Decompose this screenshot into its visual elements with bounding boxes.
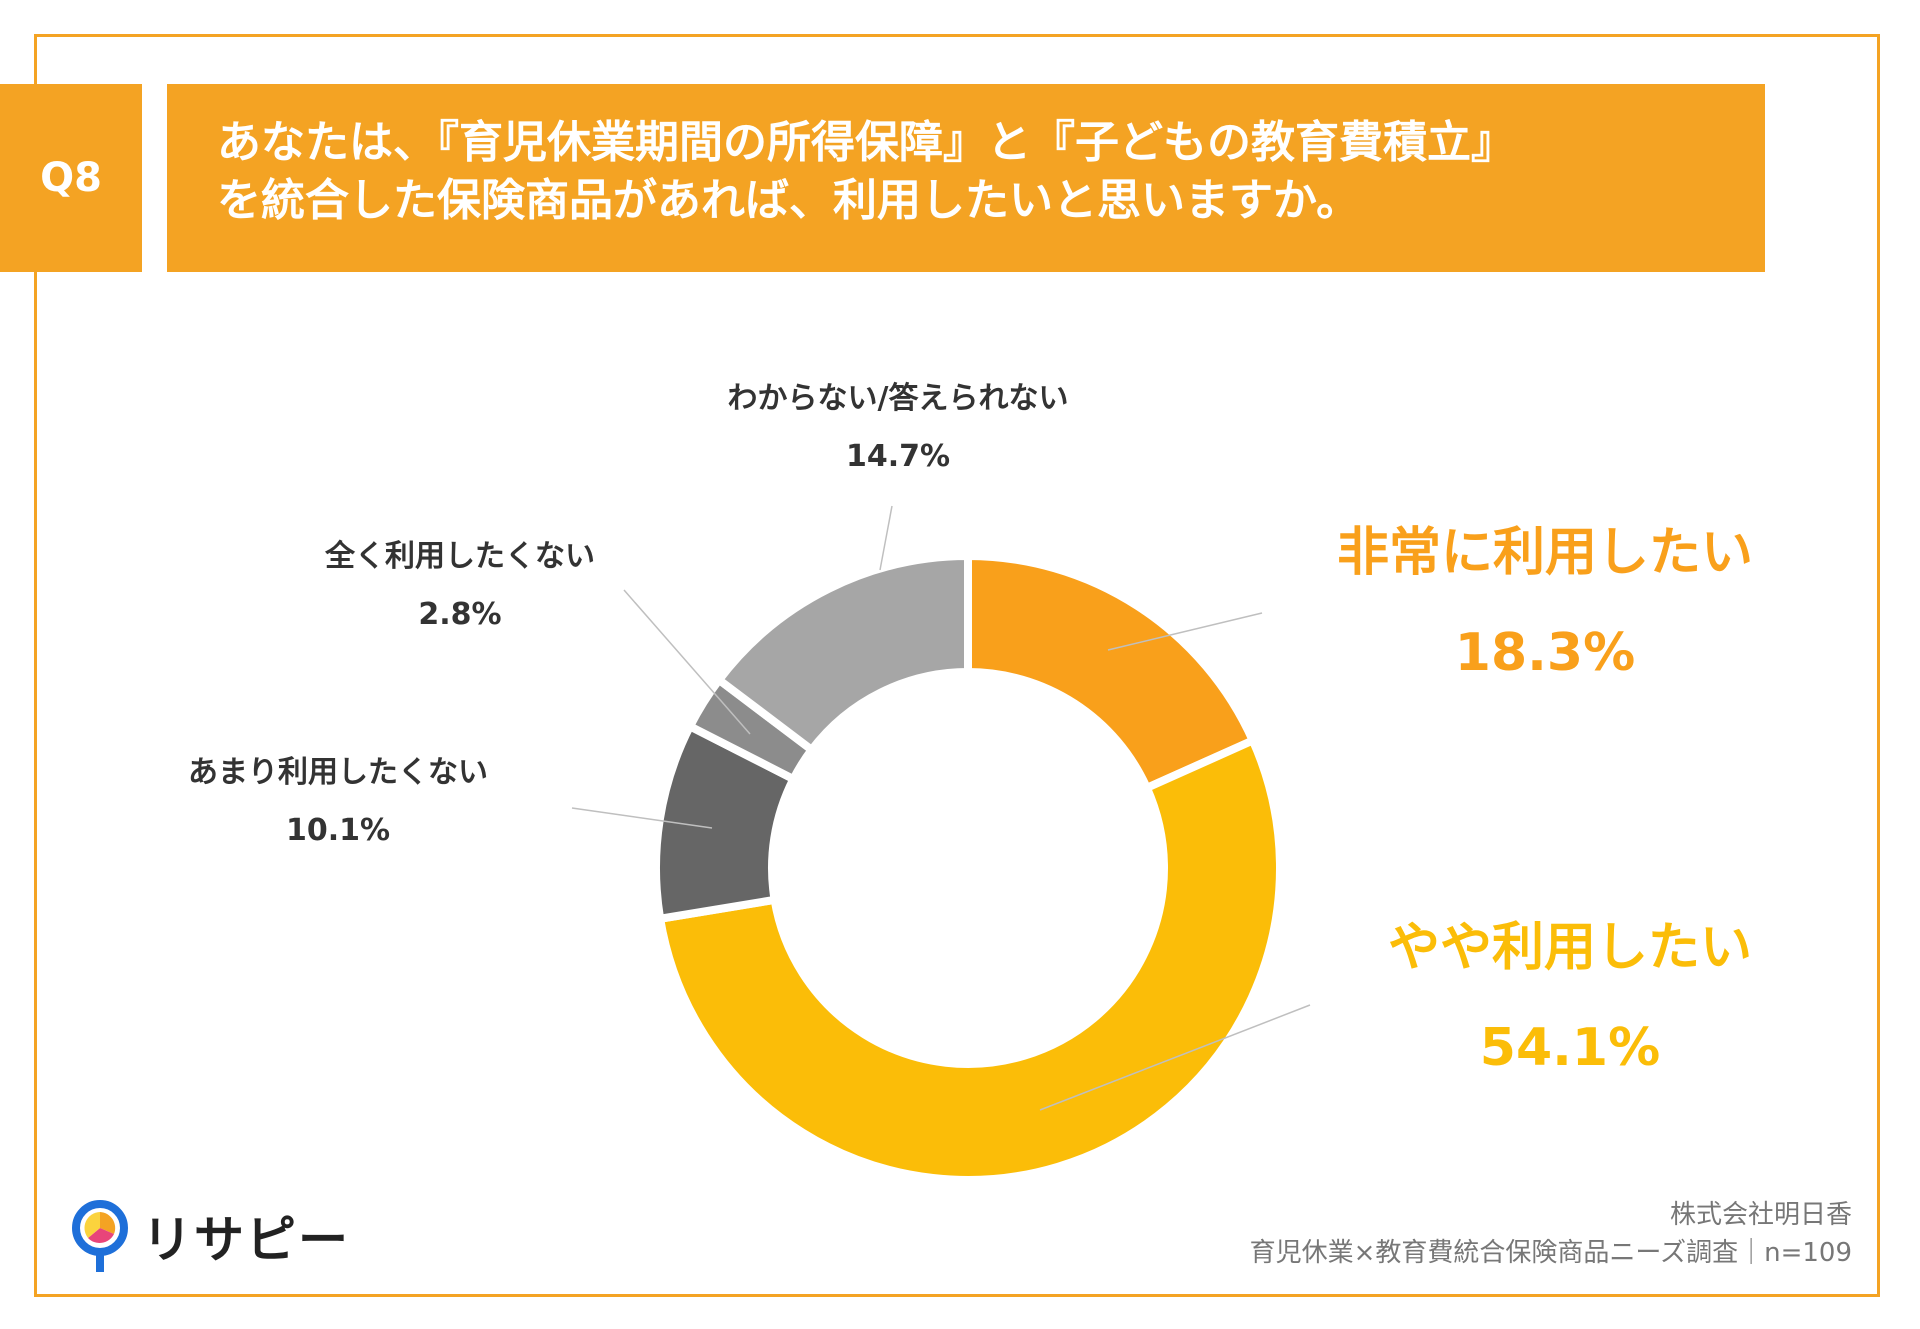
slice-2 <box>655 735 1284 1184</box>
source-survey: 育児休業×教育費統合保険商品ニーズ調査｜n=109 <box>1249 1238 1852 1268</box>
slice-5 <box>713 551 972 756</box>
leader-line-2 <box>1039 1004 1311 1111</box>
title-line-2: を統合した保険商品があれば、利用したいと思いますか。 <box>217 175 1361 226</box>
slice-value-1: 18.3% <box>1455 623 1635 683</box>
slice-value-2: 54.1% <box>1480 1018 1660 1078</box>
slice-value-5: 14.7% <box>846 439 950 474</box>
logo-text: リサピー <box>142 1211 350 1269</box>
slice-value-3: 10.1% <box>286 813 390 848</box>
question-badge: Q8 <box>0 84 142 272</box>
chart-frame <box>34 34 1880 1297</box>
leader-line-1 <box>1107 612 1263 651</box>
leader-line-3 <box>571 807 713 829</box>
title-line-1: あなたは、『育児休業期間の所得保障』と『子どもの教育費積立』 <box>217 117 1515 168</box>
leader-line-5 <box>879 505 893 571</box>
slice-1 <box>964 551 1259 794</box>
logo-pin-icon <box>72 1200 128 1272</box>
slice-value-4: 2.8% <box>418 597 501 632</box>
source-note: 株式会社明日香 育児休業×教育費統合保険商品ニーズ調査｜n=109 <box>1250 1196 1852 1272</box>
slice-label-5: わからない/答えられない <box>728 381 1069 416</box>
slice-label-4: 全く利用したくない <box>324 539 595 574</box>
slice-label-2: やや利用したい <box>1388 918 1752 978</box>
slice-label-1: 非常に利用したい <box>1337 523 1753 583</box>
title-bar: あなたは、『育児休業期間の所得保障』と『子どもの教育費積立』 を統合した保険商品… <box>167 84 1765 272</box>
risapy-logo: リサピー <box>70 1198 350 1274</box>
slice-label-3: あまり利用したくない <box>188 755 488 790</box>
source-company: 株式会社明日香 <box>1669 1200 1852 1230</box>
leader-line-4 <box>623 589 751 735</box>
